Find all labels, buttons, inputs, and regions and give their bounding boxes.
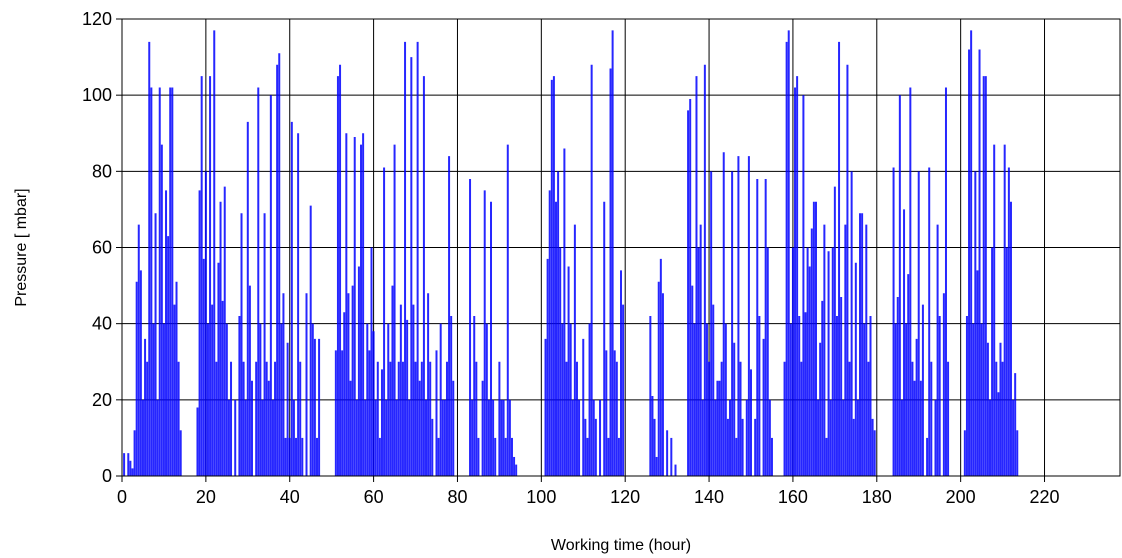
x-tick-label: 40 [280, 487, 300, 507]
y-axis-ticks: 0 20 40 60 80 100 120 [82, 9, 122, 486]
x-tick-label: 200 [946, 487, 976, 507]
y-tick-label: 80 [92, 161, 112, 181]
x-tick-label: 160 [778, 487, 808, 507]
y-tick-label: 0 [102, 466, 112, 486]
x-tick-label: 80 [447, 487, 467, 507]
x-tick-label: 0 [117, 487, 127, 507]
y-axis-label: Pressure [ mbar] [13, 188, 30, 306]
y-tick-label: 120 [82, 9, 112, 29]
bar-series [123, 30, 1019, 476]
x-axis-ticks: 0 20 40 60 80 100 120 140 160 180 200 220 [117, 476, 1060, 507]
x-axis-label: Working time (hour) [551, 537, 691, 554]
x-tick-label: 180 [862, 487, 892, 507]
x-tick-label: 220 [1029, 487, 1059, 507]
x-tick-label: 60 [364, 487, 384, 507]
y-tick-label: 20 [92, 390, 112, 410]
y-tick-label: 40 [92, 314, 112, 334]
y-tick-label: 100 [82, 85, 112, 105]
x-tick-label: 100 [526, 487, 556, 507]
x-tick-label: 120 [610, 487, 640, 507]
y-tick-label: 60 [92, 238, 112, 258]
x-tick-label: 140 [694, 487, 724, 507]
x-tick-label: 20 [196, 487, 216, 507]
